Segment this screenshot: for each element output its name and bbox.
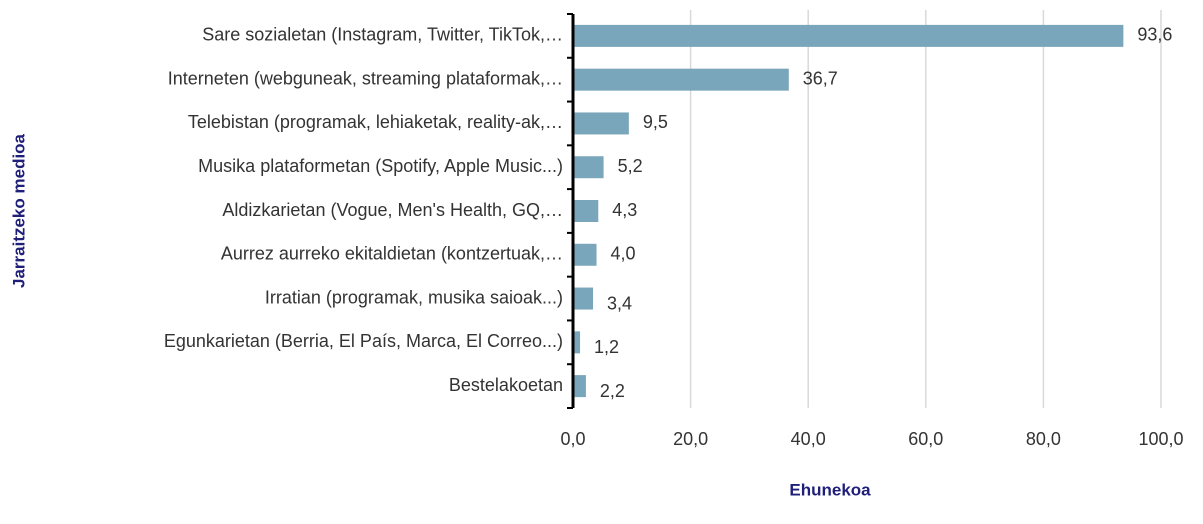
y-axis-title: Jarraitzeko medioa [9,133,28,288]
x-tick-label: 60,0 [908,429,943,449]
bar [573,112,629,135]
x-tick-label: 100,0 [1138,429,1183,449]
value-label: 36,7 [803,68,838,88]
value-label: 3,4 [607,293,632,313]
x-tick-label: 20,0 [673,429,708,449]
y-tick-label: Aldizkarietan (Vogue, Men's Health, GQ,… [222,200,563,220]
bar [573,200,599,222]
bar [573,331,581,354]
bar [573,156,604,179]
bar [573,24,1124,47]
y-tick-label: Bestelakoetan [449,375,563,395]
bar [573,287,593,310]
value-label: 9,5 [643,112,668,132]
bar [573,243,597,266]
value-label: 1,2 [594,337,619,357]
bar [573,68,789,91]
y-tick-label: Aurrez aurreko ekitaldietan (kontzertuak… [221,244,563,264]
value-label: 4,0 [611,244,636,264]
y-tick-label: Interneten (webguneak, streaming platafo… [168,68,563,88]
value-label: 2,2 [600,381,625,401]
y-tick-label: Sare sozialetan (Instagram, Twitter, Tik… [202,25,563,45]
value-label: 4,3 [612,200,637,220]
y-tick-label: Telebistan (programak, lehiaketak, reali… [188,112,563,132]
y-tick-label: Irratian (programak, musika saioak...) [265,287,563,307]
y-tick-label: Egunkarietan (Berria, El País, Marca, El… [164,331,563,351]
x-tick-label: 40,0 [791,429,826,449]
x-tick-label: 80,0 [1026,429,1061,449]
value-label: 93,6 [1137,25,1172,45]
y-tick-label: Musika plataformetan (Spotify, Apple Mus… [198,156,563,176]
x-tick-label: 0,0 [560,429,585,449]
value-label: 5,2 [618,156,643,176]
bar [573,375,586,398]
x-axis-title: Ehunekoa [789,480,871,499]
